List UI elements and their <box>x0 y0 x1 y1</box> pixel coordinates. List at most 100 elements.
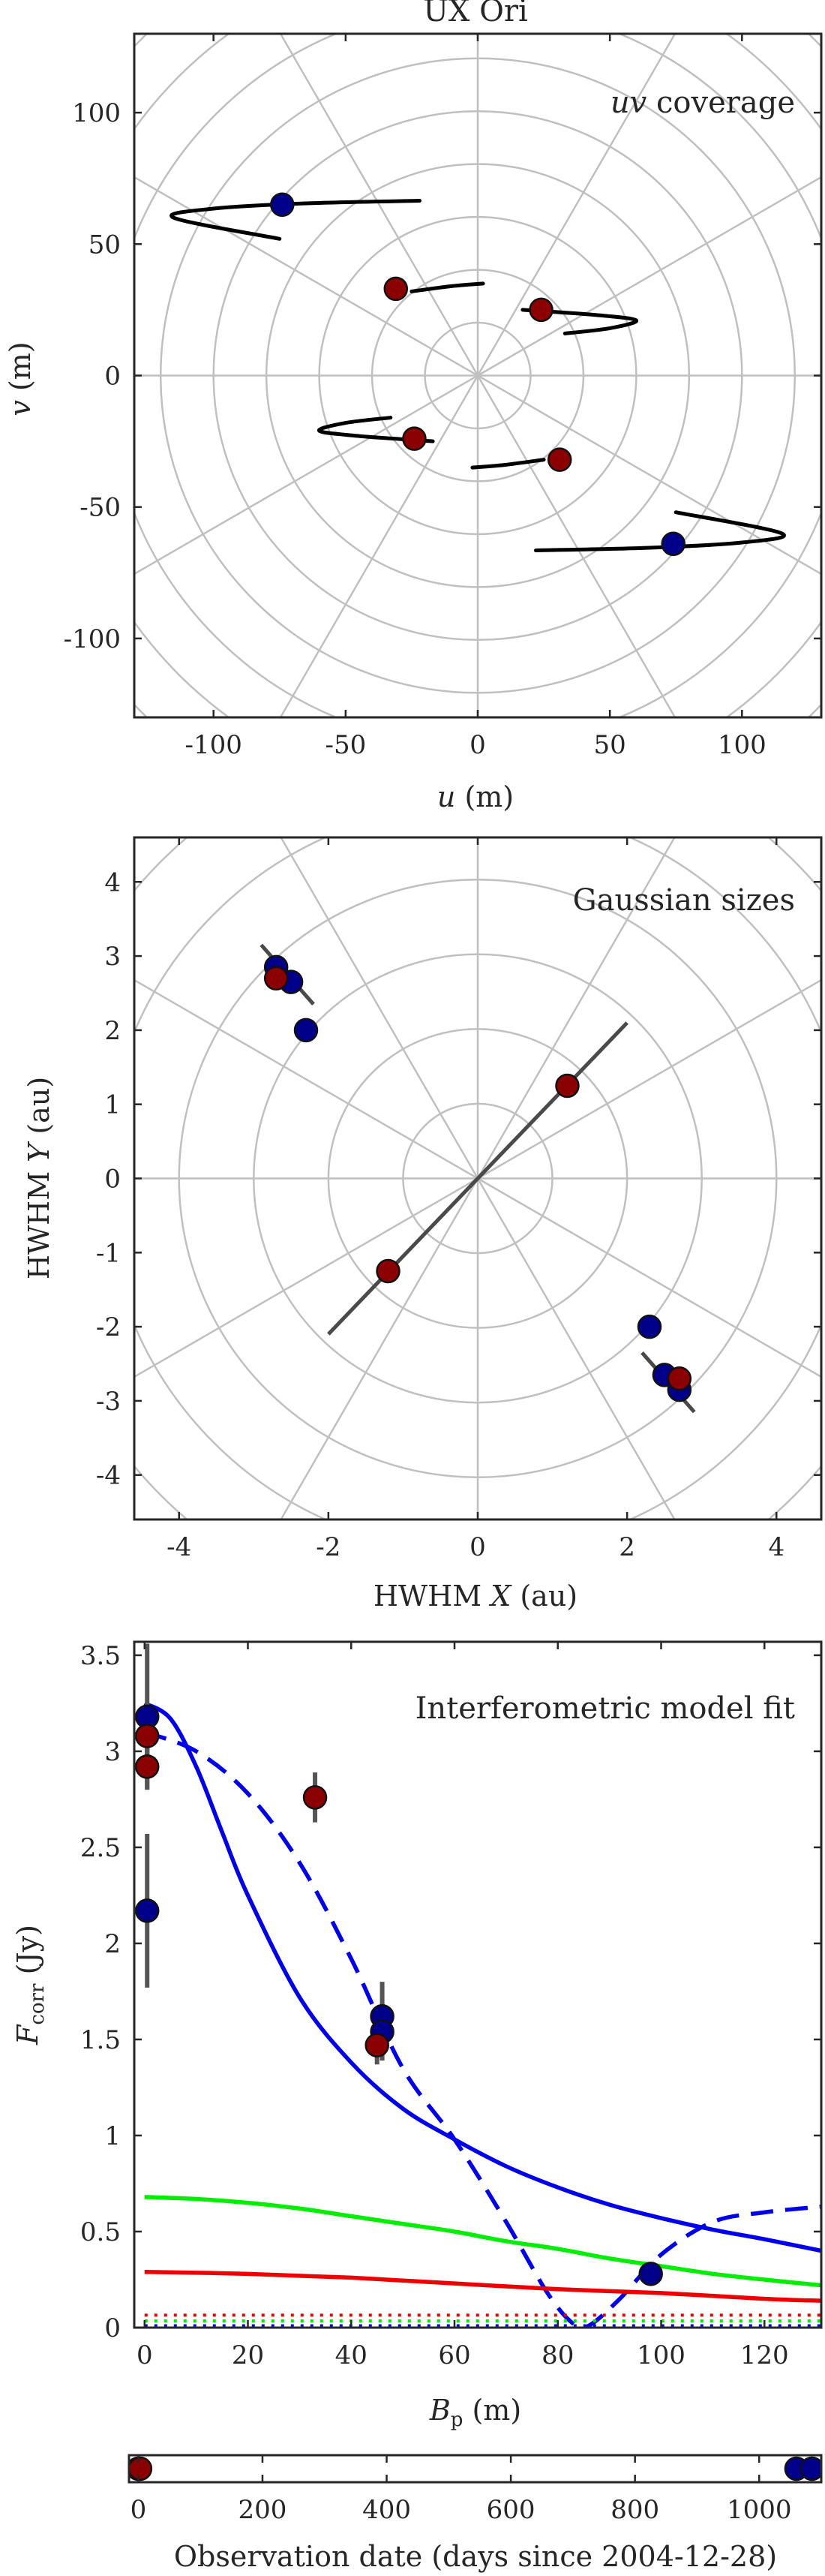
uv-grid-spoke <box>134 176 478 377</box>
uv-y-axis-label: v (m) <box>4 341 37 416</box>
dates-ticks: 0 200 400 600 800 1000 <box>130 2455 792 2525</box>
sizes-point <box>376 1258 400 1284</box>
sizes-y-tick-label: -2 <box>96 1312 121 1342</box>
sizes-grid-spoke <box>476 837 676 1180</box>
uv-x-tick-label: 50 <box>594 730 626 760</box>
dates-x-tick-label: 0 <box>130 2495 147 2525</box>
fit-model-curve <box>143 1701 821 2253</box>
fit-y-axis-label: Fcorr (Jy) <box>11 1925 49 2045</box>
sizes-grid-spoke <box>134 1177 478 1378</box>
sizes-grid-spoke <box>477 978 821 1180</box>
fit-x-tick-label: 80 <box>542 2340 574 2370</box>
uv-grid-spoke <box>477 374 821 576</box>
dates-axes-box <box>128 2454 823 2484</box>
fit-points <box>134 1704 663 2286</box>
sizes-grid-spoke <box>476 1177 676 1519</box>
fit-x-tick-label: 120 <box>740 2340 789 2370</box>
fit-point <box>134 1754 160 1779</box>
dates-x-tick-label: 400 <box>362 2495 411 2525</box>
sizes-point <box>263 966 289 990</box>
uv-grid-spoke <box>279 34 479 377</box>
uv-tracks <box>170 198 786 553</box>
uv-y-tick-label: 0 <box>104 362 121 392</box>
sizes-grid-spoke <box>477 1177 821 1378</box>
uv-y-tick-label: -100 <box>64 624 121 654</box>
uv-y-tick-label: 100 <box>72 98 121 128</box>
fit-model-curve <box>143 1730 821 2328</box>
fit-point <box>638 2262 663 2286</box>
sizes-axis-line <box>327 1021 628 1336</box>
sizes-x-tick-label: 4 <box>768 1532 784 1562</box>
fit-point <box>134 1724 160 1748</box>
sizes-y-tick-label: -4 <box>96 1461 121 1491</box>
sizes-x-tick-label: 2 <box>619 1532 635 1562</box>
uv-x-tick-label: -100 <box>184 730 242 760</box>
uv-polar-grid <box>134 34 821 717</box>
uv-track <box>317 416 435 443</box>
fit-y-tick-label: 0 <box>104 2313 121 2343</box>
sizes-points <box>263 954 692 1402</box>
uv-track <box>170 198 422 241</box>
fit-title: Interferometric model fit <box>416 1691 795 1726</box>
dates-x-tick-label: 1000 <box>727 2495 792 2525</box>
fit-x-axis-label: Bp (m) <box>429 2394 521 2431</box>
uv-point <box>661 531 686 556</box>
fit-point <box>364 2033 389 2057</box>
uv-points <box>270 192 686 556</box>
sizes-y-tick-label: 0 <box>104 1165 121 1195</box>
uv-grid-spoke <box>134 374 478 576</box>
fit-x-tick-label: 60 <box>438 2340 470 2370</box>
sizes-x-tick-label: 0 <box>470 1532 486 1562</box>
uv-point <box>529 297 554 323</box>
sizes-y-tick-label: -1 <box>96 1238 121 1268</box>
fit-axes-box <box>133 1640 823 2329</box>
dates-x-tick-label: 800 <box>610 2495 659 2525</box>
uv-track <box>534 510 786 553</box>
sizes-grid-spoke <box>280 1177 479 1519</box>
fit-errorbars <box>145 1643 653 2280</box>
sizes-x-tick-label: -4 <box>166 1532 191 1562</box>
uv-point <box>270 192 295 217</box>
sizes-point <box>667 1366 692 1391</box>
sizes-grid-spoke <box>280 837 479 1180</box>
uv-grid-spoke <box>476 34 676 377</box>
dates-point <box>800 2456 821 2481</box>
fit-model-curve <box>144 2195 821 2288</box>
fit-point <box>134 1898 160 1923</box>
sizes-point <box>555 1073 580 1099</box>
fit-point <box>302 1785 328 1810</box>
figure-title: UX Ori <box>423 0 528 29</box>
uv-y-tick-label: 50 <box>88 230 121 260</box>
uv-ticks: -100 -50 0 50 100 -100 -50 0 50 100 <box>64 34 821 760</box>
dates-panel: 0 200 400 600 800 1000 Observation date (days… <box>128 2454 823 2573</box>
dates-points <box>129 2456 821 2481</box>
uv-grid-spoke <box>477 176 821 377</box>
uv-grid-spoke <box>279 374 479 717</box>
fit-y-tick-label: 1.5 <box>80 2025 121 2055</box>
model-fit-panel: 0 20 40 60 80 100 120 0 0.5 1 1.5 2 2.5 3 3.5 Interfer… <box>11 1640 823 2431</box>
fit-x-tick-label: 20 <box>232 2340 264 2370</box>
fit-y-tick-label: 1 <box>104 2121 121 2151</box>
sizes-ticks: -4 -2 0 2 4 -4 -3 -2 -1 0 1 2 3 4 <box>96 837 821 1562</box>
fit-x-tick-label: 40 <box>335 2340 368 2370</box>
uv-x-axis-label: u (m) <box>437 780 514 813</box>
uv-coverage-panel: -100 -50 0 50 100 -100 -50 0 50 100 uv coverage u… <box>4 32 823 813</box>
sizes-point <box>637 1314 662 1339</box>
uv-x-tick-label: 100 <box>718 730 766 760</box>
uv-track <box>410 281 485 293</box>
uv-point <box>383 276 409 302</box>
sizes-y-tick-label: 4 <box>104 867 121 897</box>
fit-model-curve <box>144 2270 821 2303</box>
dates-x-tick-label: 600 <box>487 2495 536 2525</box>
fit-x-tick-label: 0 <box>136 2340 153 2370</box>
dates-x-axis-label: Observation date (days since 2004-12-28) <box>174 2540 777 2573</box>
fit-y-tick-label: 3.5 <box>80 1641 121 1671</box>
uv-point <box>402 426 427 451</box>
fit-y-tick-label: 2.5 <box>80 1833 121 1863</box>
sizes-x-tick-label: -2 <box>316 1532 340 1562</box>
sizes-y-tick-label: -3 <box>96 1387 121 1417</box>
uv-y-tick-label: -50 <box>80 493 121 523</box>
